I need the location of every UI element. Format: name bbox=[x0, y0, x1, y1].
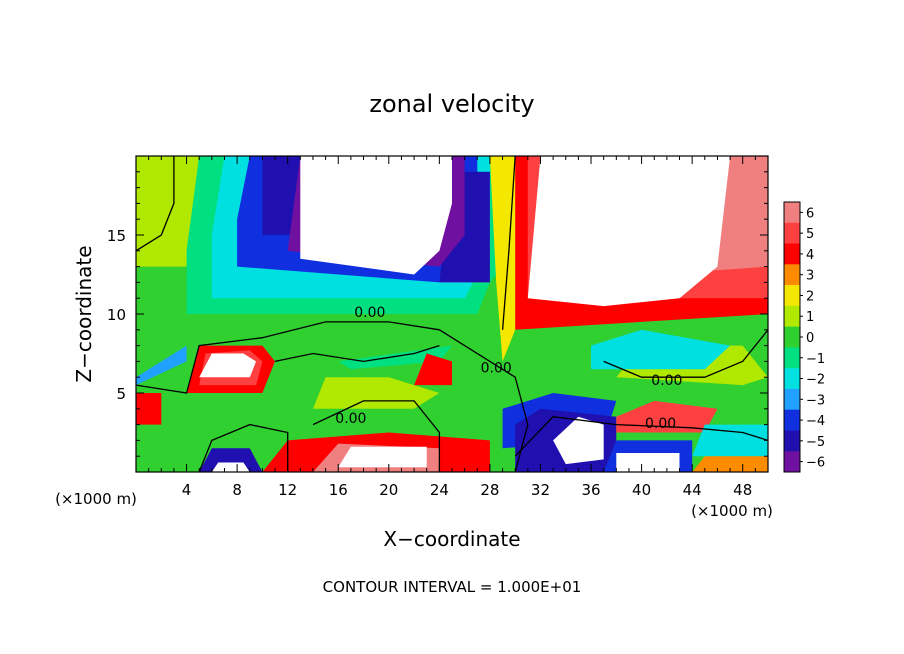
x-tick-label-0: 4 bbox=[182, 481, 192, 499]
colorbar-label-4: 2 bbox=[806, 289, 814, 304]
x-tick-label-11: 48 bbox=[733, 481, 752, 499]
x-axis: 4 8 12 16 20 24 28 32 36 40 44 48 bbox=[148, 156, 756, 499]
field-region-29 bbox=[199, 448, 263, 472]
colorbar-label-5: 1 bbox=[806, 310, 814, 325]
masked-region-1 bbox=[527, 156, 731, 307]
field-region-12 bbox=[591, 329, 731, 370]
colorbar-swatch-11 bbox=[784, 430, 800, 452]
colorbar-swatch-12 bbox=[784, 451, 800, 473]
contour-label-0: 0.00 bbox=[354, 305, 385, 321]
y-tick-label-2: 15 bbox=[107, 227, 126, 245]
x-tick-label-4: 20 bbox=[379, 481, 398, 499]
x-tick-label-7: 32 bbox=[531, 481, 550, 499]
x-tick-label-3: 16 bbox=[329, 481, 348, 499]
field-region-27 bbox=[692, 424, 768, 457]
colorbar-swatch-1 bbox=[784, 222, 800, 245]
x-unit-left: (×1000 m) bbox=[55, 490, 137, 508]
field-region-9 bbox=[338, 345, 452, 370]
colorbar-label-3: 3 bbox=[806, 269, 814, 284]
colorbar-label-7: −1 bbox=[806, 352, 825, 367]
field-region-1 bbox=[136, 156, 200, 267]
colorbar-swatch-8 bbox=[784, 368, 800, 390]
colorbar-label-10: −4 bbox=[806, 414, 825, 429]
x-tick-label-5: 24 bbox=[430, 481, 449, 499]
x-tick-label-1: 8 bbox=[232, 481, 242, 499]
x-tick-label-9: 40 bbox=[632, 481, 651, 499]
x-tick-label-10: 44 bbox=[683, 481, 702, 499]
y-axis-label: Z−coordinate bbox=[72, 245, 96, 382]
colorbar-label-1: 5 bbox=[806, 227, 814, 242]
masked-region-2 bbox=[199, 353, 257, 378]
field-region-14 bbox=[489, 156, 516, 362]
colorbar-swatch-0 bbox=[784, 202, 800, 224]
colorbar-label-8: −2 bbox=[806, 373, 825, 388]
contour-label-3: 0.00 bbox=[651, 373, 682, 389]
masked-region-6 bbox=[211, 462, 250, 472]
field-region-25 bbox=[616, 400, 718, 433]
zero-contour-1 bbox=[136, 321, 529, 472]
chart-title: zonal velocity bbox=[369, 90, 534, 118]
y-tick-label-0: 5 bbox=[116, 385, 126, 403]
y-axis: 5 10 15 bbox=[107, 171, 768, 457]
masked-region-3 bbox=[553, 416, 604, 465]
zero-contour-4 bbox=[603, 329, 768, 378]
masked-region-0 bbox=[300, 156, 452, 275]
x-unit-right: (×1000 m) bbox=[691, 502, 773, 520]
masked-region-5 bbox=[338, 446, 427, 468]
masked-region-4 bbox=[616, 453, 680, 472]
contour-label-1: 0.00 bbox=[481, 360, 512, 376]
y-tick-label-1: 10 bbox=[107, 306, 126, 324]
field-region-19 bbox=[414, 353, 452, 386]
zero-contour-2 bbox=[312, 400, 441, 472]
zero-contour-6 bbox=[501, 156, 516, 330]
colorbar-label-11: −5 bbox=[806, 435, 825, 450]
colorbar-swatch-5 bbox=[784, 305, 800, 328]
field-region-28 bbox=[692, 456, 768, 472]
colorbar: 6 5 4 3 2 1 0 −1 −2 −3 −4 −5 −6 bbox=[783, 201, 825, 473]
colorbar-label-0: 6 bbox=[806, 206, 814, 221]
colorbar-swatch-9 bbox=[784, 388, 800, 411]
colorbar-label-12: −6 bbox=[806, 456, 825, 471]
colorbar-swatch-4 bbox=[784, 285, 800, 307]
zero-contour-0 bbox=[136, 156, 175, 252]
x-tick-label-2: 12 bbox=[278, 481, 297, 499]
colorbar-swatch-7 bbox=[784, 347, 800, 369]
x-tick-label-6: 28 bbox=[480, 481, 499, 499]
colorbar-swatch-2 bbox=[784, 243, 800, 265]
plot-area: 0.00 0.00 0.00 0.00 0.00 bbox=[136, 156, 768, 472]
contour-label-4: 0.00 bbox=[645, 416, 676, 432]
contour-label-2: 0.00 bbox=[335, 411, 366, 427]
colorbar-swatch-6 bbox=[784, 326, 800, 348]
zero-contour-7 bbox=[198, 423, 289, 472]
contour-interval-footer: CONTOUR INTERVAL = 1.000E+01 bbox=[323, 578, 582, 596]
colorbar-swatch-10 bbox=[784, 409, 800, 431]
zero-contour-5 bbox=[514, 416, 768, 457]
x-axis-label: X−coordinate bbox=[383, 527, 520, 551]
zero-contour-3 bbox=[274, 344, 440, 363]
field-region-8 bbox=[136, 345, 187, 386]
x-tick-label-8: 36 bbox=[581, 481, 600, 499]
colorbar-label-2: 4 bbox=[806, 248, 814, 263]
colorbar-swatch-3 bbox=[784, 264, 800, 286]
colorbar-label-6: 0 bbox=[806, 331, 814, 346]
field-region-20 bbox=[136, 393, 162, 425]
colorbar-label-9: −3 bbox=[806, 393, 825, 408]
